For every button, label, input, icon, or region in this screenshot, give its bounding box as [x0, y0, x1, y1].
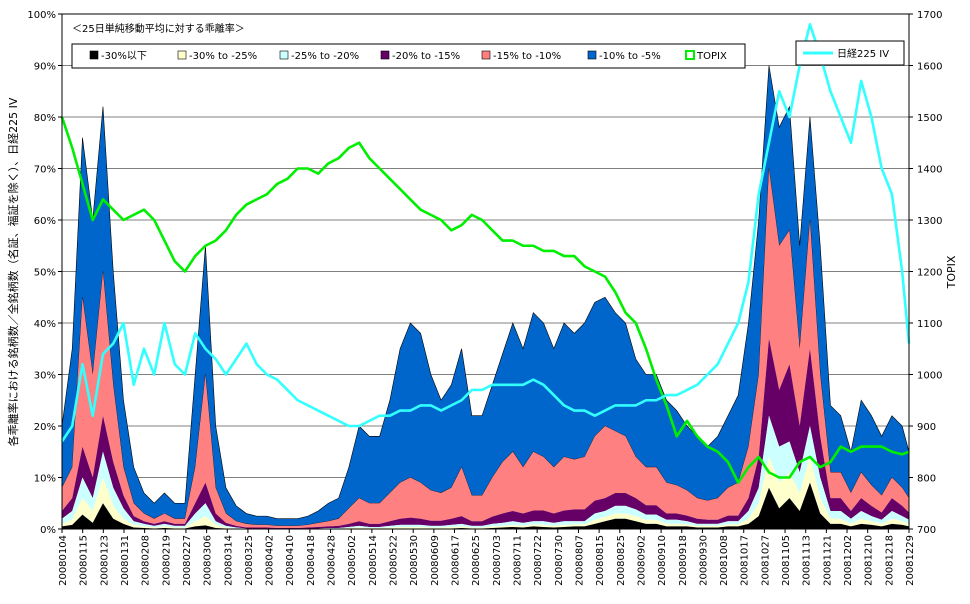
x-tick-label: 20080807 — [574, 535, 585, 586]
x-tick-label: 20080428 — [327, 535, 338, 586]
x-tick-label: 20080219 — [161, 535, 172, 586]
x-tick-label: 20081121 — [822, 535, 833, 586]
left-tick-label: 20% — [34, 422, 56, 433]
legend-main-box — [71, 43, 746, 69]
left-tick-label: 30% — [34, 371, 56, 382]
left-tick-label: 70% — [34, 165, 56, 176]
legend-label: -30%以下 — [101, 51, 147, 62]
legend-label: -15% to -10% — [493, 51, 561, 62]
x-tick-label: 20080306 — [203, 535, 214, 586]
x-tick-label: 20081008 — [719, 535, 730, 586]
right-tick-label: 1200 — [917, 268, 942, 279]
x-axis: 20080104 20080115 20080123 20080131 20080208… — [58, 529, 916, 586]
x-tick-label: 20080115 — [79, 535, 90, 586]
legend-swatch — [279, 50, 289, 60]
x-tick-label: 20080325 — [244, 535, 255, 586]
x-tick-label: 20080902 — [636, 535, 647, 586]
x-tick-label: 20081027 — [760, 535, 771, 586]
legend-swatch — [380, 50, 390, 60]
x-tick-label: 20080530 — [409, 535, 420, 586]
x-tick-label: 20080104 — [58, 535, 69, 586]
x-tick-label: 20081105 — [781, 535, 792, 586]
x-tick-label: 20081218 — [884, 535, 895, 586]
x-tick-label: 20081202 — [843, 535, 854, 586]
right-axis: 700 800 900 1000 1100 1200 1300 1400 1500 1600 170… — [909, 10, 942, 536]
right-tick-label: 1400 — [917, 165, 942, 176]
x-tick-label: 20080410 — [285, 535, 296, 586]
right-tick-label: 1500 — [917, 113, 942, 124]
legend-label: -20% to -15% — [392, 51, 460, 62]
x-tick-label: 20080227 — [182, 535, 193, 586]
x-tick-label: 20080502 — [347, 535, 358, 586]
x-tick-label: 20080609 — [430, 535, 441, 586]
left-tick-label: 90% — [34, 62, 56, 73]
x-tick-label: 20080918 — [678, 535, 689, 586]
x-tick-label: 20080930 — [698, 535, 709, 586]
x-tick-label: 20080402 — [265, 535, 276, 586]
iv-line — [60, 22, 911, 443]
right-axis-title: TOPIX — [945, 255, 958, 289]
x-tick-label: 20080703 — [492, 535, 503, 586]
x-tick-label: 20080522 — [389, 535, 400, 586]
legend-swatch — [685, 50, 695, 60]
left-tick-label: 10% — [34, 474, 56, 485]
x-tick-label: 20080711 — [512, 535, 523, 586]
right-tick-label: 900 — [917, 422, 936, 433]
x-tick-label: 20080123 — [99, 535, 110, 586]
right-tick-label: 1300 — [917, 216, 942, 227]
x-tick-label: 20080722 — [533, 535, 544, 586]
x-tick-label: 20080825 — [616, 535, 627, 586]
legend-swatch — [587, 50, 597, 60]
legend-main: -30%以下 -30% to -25% -25% to -20% -20% to -1… — [71, 43, 746, 69]
right-tick-label: 1600 — [917, 62, 942, 73]
area-series-0 — [62, 482, 909, 529]
legend-swatch — [89, 50, 99, 60]
x-tick-label: 20081113 — [802, 535, 813, 586]
left-axis: 0% 10% 20% 30% 40% 50% 60% 70% 80% 90% 100% — [27, 10, 62, 536]
legend-label: -25% to -20% — [291, 51, 359, 62]
right-tick-label: 800 — [917, 474, 936, 485]
left-tick-label: 0% — [40, 525, 56, 536]
legend-swatch — [177, 50, 187, 60]
left-tick-label: 80% — [34, 113, 56, 124]
left-tick-label: 40% — [34, 319, 56, 330]
x-tick-label: 20081210 — [864, 535, 875, 586]
right-tick-label: 1700 — [917, 10, 942, 21]
legend-label: -30% to -25% — [189, 51, 257, 62]
x-tick-label: 20081229 — [905, 535, 916, 586]
x-tick-label: 20080208 — [141, 535, 152, 586]
legend-label: -10% to -5% — [599, 51, 661, 62]
legend-iv: 日経225 IV — [795, 40, 905, 66]
x-tick-label: 20080617 — [451, 535, 462, 586]
x-tick-label: 20080730 — [554, 535, 565, 586]
x-tick-label: 20080815 — [595, 535, 606, 586]
left-tick-label: 50% — [34, 268, 56, 279]
left-axis-title: 各乖離率における銘柄数／全銘柄数（名証、福証を除く）、日経225 IV — [6, 97, 20, 446]
x-tick-label: 20080910 — [657, 535, 668, 586]
x-tick-label: 20080418 — [306, 535, 317, 586]
left-tick-label: 100% — [27, 10, 56, 21]
x-tick-label: 20081017 — [740, 535, 751, 586]
x-tick-label: 20080314 — [223, 535, 234, 586]
legend-swatch — [481, 50, 491, 60]
x-tick-label: 20080514 — [368, 535, 379, 586]
chart-title: ＜25日単純移動平均に対する乖離率＞ — [72, 22, 245, 35]
topix-line — [60, 116, 910, 484]
line-series — [60, 22, 911, 484]
left-tick-label: 60% — [34, 216, 56, 227]
x-tick-label: 20080131 — [120, 535, 131, 586]
x-tick-label: 20080625 — [471, 535, 482, 586]
legend-label: TOPIX — [696, 51, 727, 62]
legend-iv-label: 日経225 IV — [837, 47, 889, 60]
right-tick-label: 700 — [917, 525, 936, 536]
right-tick-label: 1000 — [917, 371, 942, 382]
right-tick-label: 1100 — [917, 319, 942, 330]
